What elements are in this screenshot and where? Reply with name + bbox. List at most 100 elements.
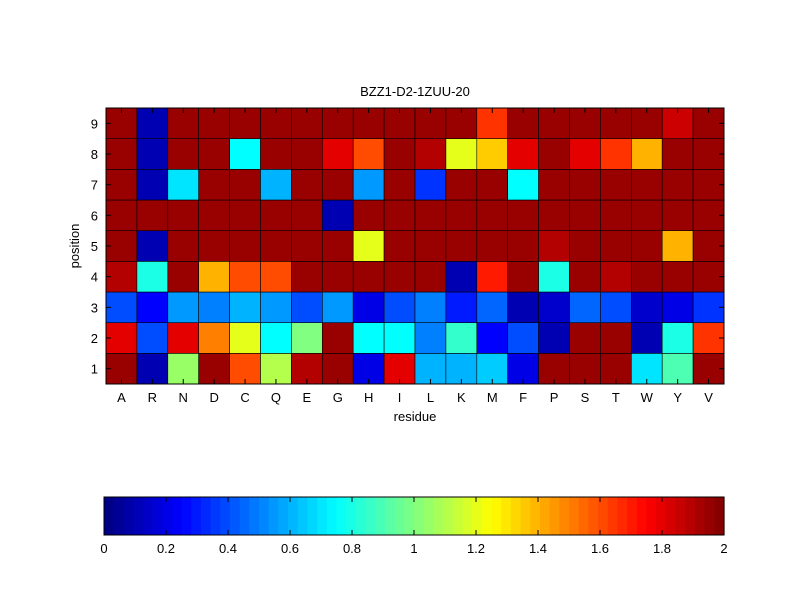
- heatmap-cell-R-6: [136, 199, 169, 231]
- colorbar-swatch: [239, 497, 250, 535]
- heatmap-cell-Q-8: [260, 138, 292, 170]
- x-tick-label: K: [457, 390, 466, 405]
- heatmap-cell-Y-4: [661, 261, 694, 293]
- heatmap-cell-T-7: [600, 169, 632, 201]
- colorbar-swatch: [714, 497, 725, 535]
- x-tick-label: H: [364, 390, 373, 405]
- colorbar-swatch: [510, 497, 522, 535]
- heatmap-cell-H-8: [352, 138, 385, 170]
- colorbar-swatch: [268, 497, 279, 535]
- colorbar-tick-label: 1.4: [529, 541, 547, 556]
- heatmap-cell-Y-6: [661, 199, 694, 231]
- heatmap-cell-Y-5: [661, 230, 694, 262]
- heatmap-cell-L-7: [414, 169, 447, 201]
- heatmap-cell-N-2: [167, 322, 200, 354]
- heatmap-cell-F-6: [507, 199, 539, 231]
- heatmap-cell-V-5: [692, 230, 725, 262]
- heatmap-cell-G-5: [321, 230, 354, 262]
- heatmap-cell-S-8: [569, 138, 601, 170]
- x-tick-label: Y: [673, 390, 682, 405]
- heatmap-cell-F-4: [507, 261, 539, 293]
- heatmap-cell-H-6: [352, 199, 385, 231]
- heatmap-cell-H-7: [352, 169, 385, 201]
- heatmap-cell-R-3: [136, 291, 169, 323]
- colorbar-swatch: [162, 497, 173, 535]
- heatmap-cell-C-4: [229, 261, 261, 293]
- colorbar-tick-label: 0.8: [343, 541, 361, 556]
- colorbar: [104, 497, 725, 535]
- heatmap-cell-L-2: [414, 322, 447, 354]
- heatmap-cell-V-1: [692, 353, 725, 385]
- heatmap-cell-P-8: [538, 138, 570, 170]
- colorbar-swatch: [346, 497, 357, 535]
- heatmap-cell-F-9: [507, 107, 539, 139]
- colorbar-tick-label: 1.8: [653, 541, 671, 556]
- x-tick-label: Q: [271, 390, 281, 405]
- colorbar-swatch: [539, 497, 551, 535]
- heatmap-cell-G-2: [321, 322, 354, 354]
- heatmap-cell-N-3: [167, 291, 200, 323]
- y-tick-label: 1: [91, 362, 98, 377]
- colorbar-swatch: [530, 497, 541, 535]
- heatmap-cell-I-7: [383, 169, 416, 201]
- heatmap-cell-D-2: [198, 322, 230, 354]
- y-tick-label: 7: [91, 178, 98, 193]
- heatmap-cell-A-1: [105, 353, 138, 385]
- colorbar-swatch: [559, 497, 570, 535]
- colorbar-swatch: [704, 497, 715, 535]
- heatmap-cell-C-3: [229, 291, 261, 323]
- colorbar-swatch: [394, 497, 405, 535]
- heatmap-cell-A-2: [105, 322, 138, 354]
- heatmap-cell-E-6: [291, 199, 323, 231]
- heatmap-cell-D-5: [198, 230, 230, 262]
- heatmap-cell-F-2: [507, 322, 539, 354]
- heatmap-cell-S-1: [569, 353, 601, 385]
- y-tick-label: 8: [91, 147, 98, 162]
- heatmap-cell-I-5: [383, 230, 416, 262]
- heatmap-cell-K-5: [445, 230, 478, 262]
- colorbar-swatch: [665, 497, 677, 535]
- heatmap-cell-M-8: [476, 138, 508, 170]
- heatmap-cell-K-4: [445, 261, 478, 293]
- heatmap-cell-L-4: [414, 261, 447, 293]
- x-tick-label: E: [303, 390, 312, 405]
- y-tick-label: 5: [91, 239, 98, 254]
- heatmap-cell-E-9: [291, 107, 323, 139]
- heatmap-cell-D-8: [198, 138, 230, 170]
- heatmap-cell-E-7: [291, 169, 323, 201]
- heatmap-cell-P-6: [538, 199, 570, 231]
- y-tick-label: 3: [91, 300, 98, 315]
- heatmap-cell-T-2: [600, 322, 632, 354]
- heatmap-cells: [105, 107, 725, 385]
- heatmap-cell-L-5: [414, 230, 447, 262]
- heatmap-cell-K-3: [445, 291, 478, 323]
- colorbar-swatch: [326, 497, 338, 535]
- heatmap-cell-G-1: [321, 353, 354, 385]
- heatmap-cell-C-5: [229, 230, 261, 262]
- x-tick-label: F: [519, 390, 527, 405]
- colorbar-tick-label: 0.2: [157, 541, 175, 556]
- colorbar-swatch: [414, 497, 425, 535]
- heatmap-cell-L-3: [414, 291, 447, 323]
- heatmap-cell-E-5: [291, 230, 323, 262]
- colorbar-swatch: [336, 497, 347, 535]
- y-tick-label: 4: [91, 270, 98, 285]
- heatmap-cell-T-1: [600, 353, 632, 385]
- heatmap-cell-R-4: [136, 261, 169, 293]
- heatmap-cell-D-6: [198, 199, 230, 231]
- colorbar-swatch: [462, 497, 473, 535]
- heatmap-cell-Y-8: [661, 138, 694, 170]
- colorbar-swatch: [481, 497, 493, 535]
- heatmap-cell-F-8: [507, 138, 539, 170]
- colorbar-swatch: [133, 497, 144, 535]
- heatmap-cell-A-9: [105, 107, 138, 139]
- colorbar-swatch: [288, 497, 299, 535]
- y-axis-ticks: 1 2 3 4 5 6 7 8 9: [91, 116, 724, 377]
- heatmap-cell-A-4: [105, 261, 138, 293]
- heatmap-cell-H-4: [352, 261, 385, 293]
- heatmap-cell-E-4: [291, 261, 323, 293]
- heatmap-cell-S-6: [569, 199, 601, 231]
- heatmap-cell-V-8: [692, 138, 725, 170]
